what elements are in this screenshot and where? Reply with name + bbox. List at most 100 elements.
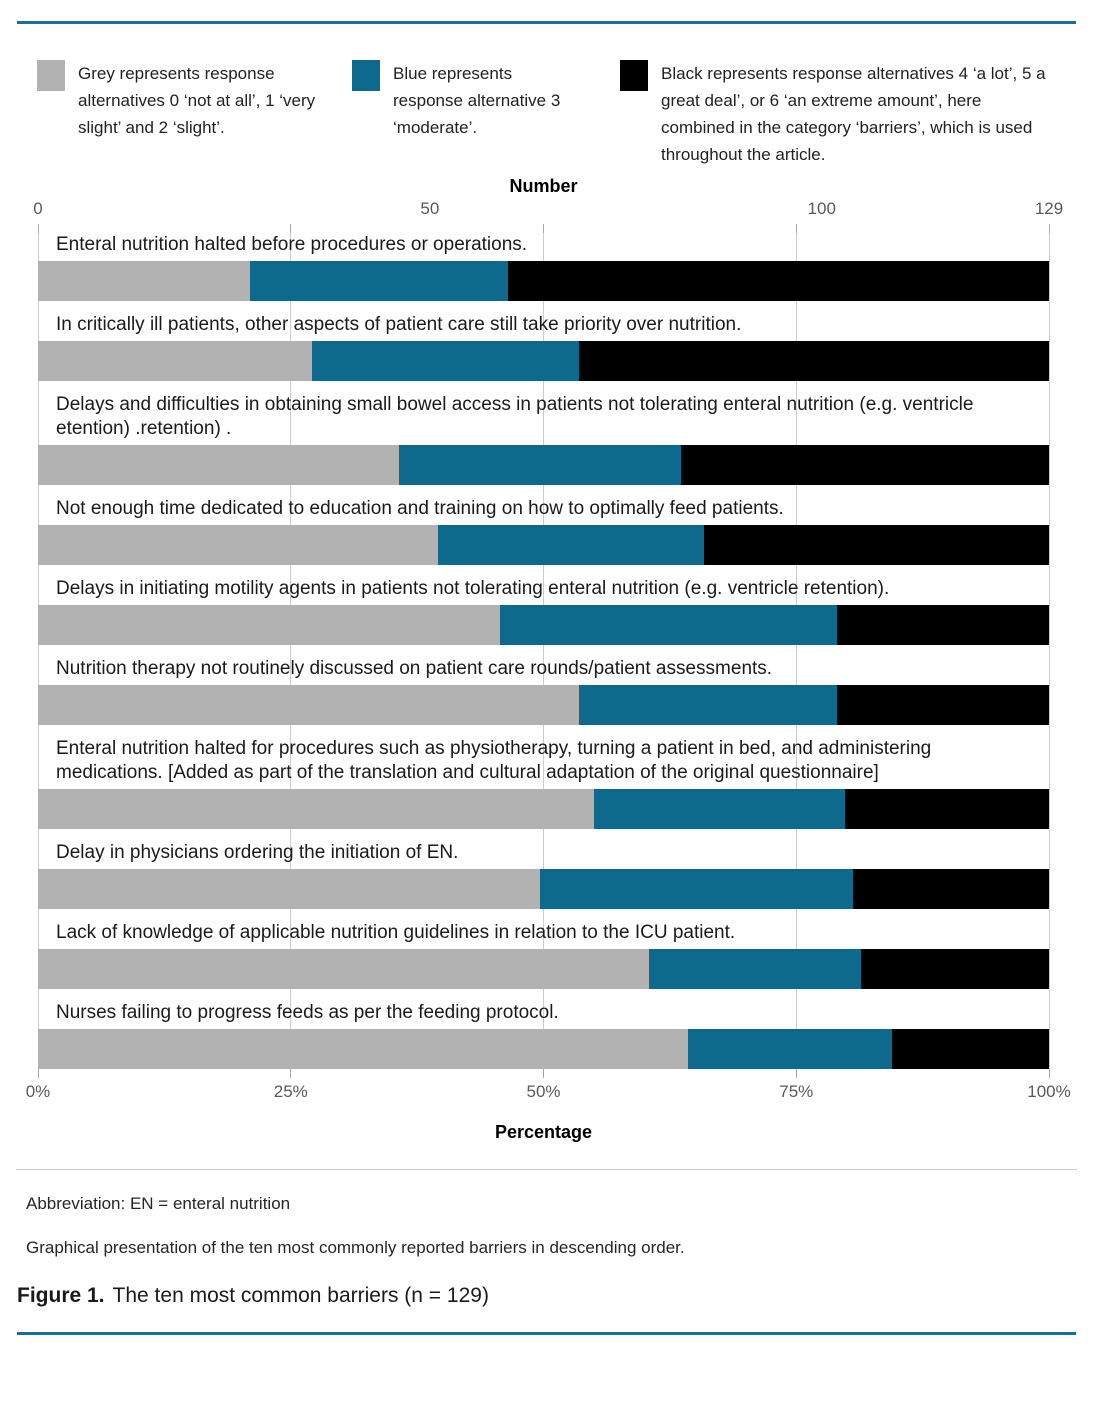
stacked-bar bbox=[38, 685, 1049, 725]
grey-swatch-icon bbox=[37, 60, 65, 91]
bar-segment-blue bbox=[249, 261, 509, 301]
bar-label: Not enough time dedicated to education a… bbox=[56, 498, 784, 519]
legend-item-grey: Grey represents response alternatives 0 … bbox=[37, 60, 352, 168]
gridline bbox=[290, 233, 292, 1069]
bar-segment-grey bbox=[38, 445, 399, 485]
stacked-bar bbox=[38, 445, 1049, 485]
bar-row: Not enough time dedicated to education a… bbox=[38, 497, 1049, 565]
bar-segment-grey bbox=[38, 685, 579, 725]
stacked-bar bbox=[38, 1029, 1049, 1069]
gridline bbox=[795, 233, 797, 1069]
stacked-bar bbox=[38, 949, 1049, 989]
top-axis-tick-labels: 0 50 100 129 bbox=[33, 199, 1063, 221]
legend-text-grey: Grey represents response alternatives 0 … bbox=[78, 64, 316, 137]
bottom-axis-tick-label: 0% bbox=[25, 1082, 51, 1101]
bar-row: Nurses failing to progress feeds as per … bbox=[38, 1001, 1049, 1069]
legend-text-black: Black represents response alternatives 4… bbox=[661, 64, 1046, 164]
legend-item-blue: Blue represents response alternative 3 ‘… bbox=[352, 60, 620, 168]
figure-caption: Figure 1. The ten most common barriers (n… bbox=[17, 1284, 1093, 1308]
bar-label: Delays and difficulties in obtaining sma… bbox=[56, 394, 974, 439]
axis-tick bbox=[1048, 1069, 1050, 1078]
bar-label: Delay in physicians ordering the initiat… bbox=[56, 842, 459, 863]
axis-tick bbox=[795, 1069, 797, 1078]
plot-area: Enteral nutrition halted before procedur… bbox=[37, 224, 1050, 1078]
bar-segment-black bbox=[845, 789, 1049, 829]
bar-segment-blue bbox=[398, 445, 681, 485]
black-swatch-icon bbox=[620, 60, 648, 91]
bottom-rule bbox=[17, 1332, 1076, 1335]
stacked-bar bbox=[38, 869, 1049, 909]
axis-tick bbox=[543, 224, 544, 233]
axis-tick bbox=[290, 1069, 292, 1078]
bar-row: Delay in physicians ordering the initiat… bbox=[38, 841, 1049, 909]
figure-caption-label: Figure 1. bbox=[17, 1284, 105, 1307]
bar-row: Enteral nutrition halted before procedur… bbox=[38, 233, 1049, 301]
top-axis-title: Number bbox=[509, 176, 578, 196]
axis-tick bbox=[37, 1069, 39, 1078]
bar-segment-grey bbox=[38, 869, 540, 909]
stacked-bar bbox=[38, 789, 1049, 829]
bar-segment-black bbox=[837, 605, 1049, 645]
legend-text-blue: Blue represents response alternative 3 ‘… bbox=[393, 64, 561, 137]
top-axis-tick-label: 100 bbox=[807, 199, 836, 218]
stacked-bar bbox=[38, 261, 1049, 301]
axis-tick bbox=[1048, 224, 1050, 233]
axis-tick bbox=[795, 224, 797, 233]
bar-label: Delays in initiating motility agents in … bbox=[56, 578, 890, 599]
bar-row: Lack of knowledge of applicable nutritio… bbox=[38, 921, 1049, 989]
blue-swatch-icon bbox=[352, 60, 380, 91]
legend: Grey represents response alternatives 0 … bbox=[37, 60, 1093, 168]
bar-label: Enteral nutrition halted for procedures … bbox=[56, 738, 932, 783]
bar-row: Nutrition therapy not routinely discusse… bbox=[38, 657, 1049, 725]
stacked-bar bbox=[38, 605, 1049, 645]
bar-segment-blue bbox=[437, 525, 705, 565]
bar-label: In critically ill patients, other aspect… bbox=[56, 314, 742, 335]
bar-segment-black bbox=[704, 525, 1049, 565]
bar-segment-black bbox=[837, 685, 1049, 725]
stacked-bar bbox=[38, 525, 1049, 565]
bottom-axis-tick-labels: 0% 25% 50% 75% 100% bbox=[26, 1082, 1071, 1104]
bar-segment-black bbox=[680, 445, 1049, 485]
bar-row: Delays and difficulties in obtaining sma… bbox=[38, 393, 1049, 485]
bar-segment-black bbox=[578, 341, 1049, 381]
bar-segment-blue bbox=[500, 605, 838, 645]
bar-segment-black bbox=[860, 949, 1049, 989]
bar-segment-black bbox=[892, 1029, 1049, 1069]
bar-label: Nutrition therapy not routinely discusse… bbox=[56, 658, 773, 679]
top-axis-tick-label: 129 bbox=[1034, 199, 1064, 218]
bar-segment-black bbox=[853, 869, 1049, 909]
axis-tick bbox=[543, 1069, 544, 1078]
bar-row: In critically ill patients, other aspect… bbox=[38, 313, 1049, 381]
axis-tick bbox=[290, 224, 292, 233]
bottom-axis-tick-label: 25% bbox=[273, 1082, 308, 1101]
bar-segment-grey bbox=[38, 1029, 689, 1069]
bottom-axis-title: Percentage bbox=[494, 1122, 593, 1142]
bar-label: Lack of knowledge of applicable nutritio… bbox=[56, 922, 736, 943]
top-axis-tick-label: 0 bbox=[33, 199, 43, 218]
bar-segment-grey bbox=[38, 605, 501, 645]
figure-description-note: Graphical presentation of the ten most c… bbox=[26, 1238, 685, 1257]
bar-row: Enteral nutrition halted for procedures … bbox=[38, 737, 1049, 829]
bar-segment-black bbox=[508, 261, 1049, 301]
bar-segment-grey bbox=[38, 949, 650, 989]
bar-segment-grey bbox=[38, 789, 595, 829]
bar-segment-blue bbox=[539, 869, 854, 909]
bar-label: Enteral nutrition halted before procedur… bbox=[56, 234, 528, 255]
bottom-axis-tick-label: 75% bbox=[779, 1082, 814, 1101]
gridline bbox=[543, 233, 544, 1069]
bar-segment-grey bbox=[38, 261, 250, 301]
top-axis-tick-label: 50 bbox=[420, 199, 440, 218]
top-rule bbox=[17, 21, 1076, 24]
bar-segment-blue bbox=[312, 341, 579, 381]
bar-segment-grey bbox=[38, 525, 438, 565]
gridline bbox=[37, 233, 39, 1069]
legend-item-black: Black represents response alternatives 4… bbox=[620, 60, 1065, 168]
bar-segment-grey bbox=[38, 341, 313, 381]
bar-segment-blue bbox=[688, 1029, 893, 1069]
stacked-bar bbox=[38, 341, 1049, 381]
bottom-axis-tick-label: 50% bbox=[526, 1082, 561, 1101]
axis-tick bbox=[37, 224, 39, 233]
bar-segment-blue bbox=[594, 789, 846, 829]
bar-segment-blue bbox=[649, 949, 861, 989]
